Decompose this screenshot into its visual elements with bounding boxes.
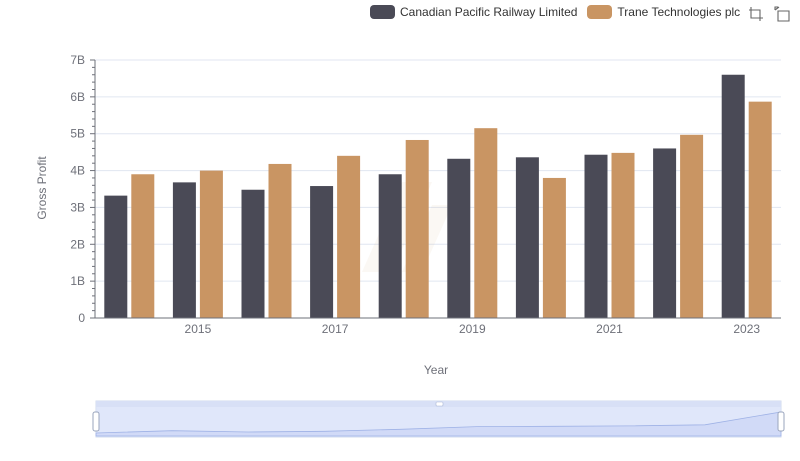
bar-trane-2014 bbox=[131, 174, 155, 318]
x-tick-label: 2021 bbox=[596, 322, 623, 336]
y-tick-label: 3B bbox=[70, 200, 85, 214]
bar-canadian-pacific-2015 bbox=[172, 182, 196, 318]
bar-canadian-pacific-2016 bbox=[241, 189, 265, 318]
bar-trane-2018 bbox=[405, 139, 429, 318]
legend-item-canadian-pacific[interactable]: Canadian Pacific Railway Limited bbox=[370, 5, 577, 19]
y-axis-labels: 0 1B 2B 3B 4B 5B 6B 7B bbox=[70, 53, 85, 325]
x-axis-labels: 2015 2017 2019 2021 2023 bbox=[185, 322, 761, 336]
data-zoom-slider[interactable] bbox=[92, 400, 785, 438]
legend-item-trane[interactable]: Trane Technologies plc bbox=[587, 5, 740, 19]
bar-trane-2015 bbox=[199, 170, 223, 318]
y-tick-label: 2B bbox=[70, 237, 85, 251]
toolbox bbox=[748, 6, 800, 22]
restore-icon[interactable] bbox=[748, 6, 764, 22]
bar-trane-2020 bbox=[542, 177, 566, 318]
y-axis-title: Gross Profit bbox=[35, 156, 49, 220]
bar-trane-2022 bbox=[680, 134, 704, 318]
bar-trane-2016 bbox=[268, 163, 292, 318]
bar-canadian-pacific-2021 bbox=[584, 154, 608, 318]
bar-canadian-pacific-2020 bbox=[515, 157, 539, 318]
x-axis-title: Year bbox=[423, 363, 449, 377]
bar-canadian-pacific-2018 bbox=[378, 174, 402, 318]
y-tick-label: 4B bbox=[70, 164, 85, 178]
data-zoom-right-handle[interactable] bbox=[777, 411, 785, 432]
bars bbox=[104, 74, 772, 318]
legend: Canadian Pacific Railway Limited Trane T… bbox=[370, 3, 750, 21]
y-tick-label: 1B bbox=[70, 274, 85, 288]
legend-swatch bbox=[370, 5, 395, 19]
x-tick-label: 2015 bbox=[185, 322, 212, 336]
data-zoom-move-handle[interactable] bbox=[435, 401, 444, 407]
bar-canadian-pacific-2019 bbox=[447, 158, 471, 318]
y-tick-label: 6B bbox=[70, 90, 85, 104]
x-tick-label: 2017 bbox=[322, 322, 349, 336]
x-tick-label: 2019 bbox=[459, 322, 486, 336]
y-tick-label: 5B bbox=[70, 127, 85, 141]
y-tick-label: 7B bbox=[70, 53, 85, 67]
bar-trane-2017 bbox=[337, 155, 361, 318]
x-tick-label: 2023 bbox=[733, 322, 760, 336]
bar-canadian-pacific-2014 bbox=[104, 195, 128, 318]
grid-lines bbox=[95, 59, 781, 282]
bar-trane-2021 bbox=[611, 152, 635, 318]
bar-trane-2019 bbox=[474, 128, 498, 318]
bar-canadian-pacific-2022 bbox=[653, 148, 677, 318]
save-image-icon[interactable] bbox=[774, 6, 790, 22]
bar-canadian-pacific-2023 bbox=[721, 74, 745, 318]
data-zoom-preview-line bbox=[95, 411, 782, 437]
axes bbox=[90, 59, 781, 319]
legend-label: Canadian Pacific Railway Limited bbox=[400, 5, 578, 19]
legend-swatch bbox=[587, 5, 613, 19]
legend-label: Trane Technologies plc bbox=[617, 5, 741, 19]
bar-canadian-pacific-2017 bbox=[310, 186, 334, 318]
bar-trane-2023 bbox=[748, 101, 772, 318]
data-zoom-left-handle[interactable] bbox=[92, 411, 100, 432]
y-tick-label: 0 bbox=[78, 311, 85, 325]
